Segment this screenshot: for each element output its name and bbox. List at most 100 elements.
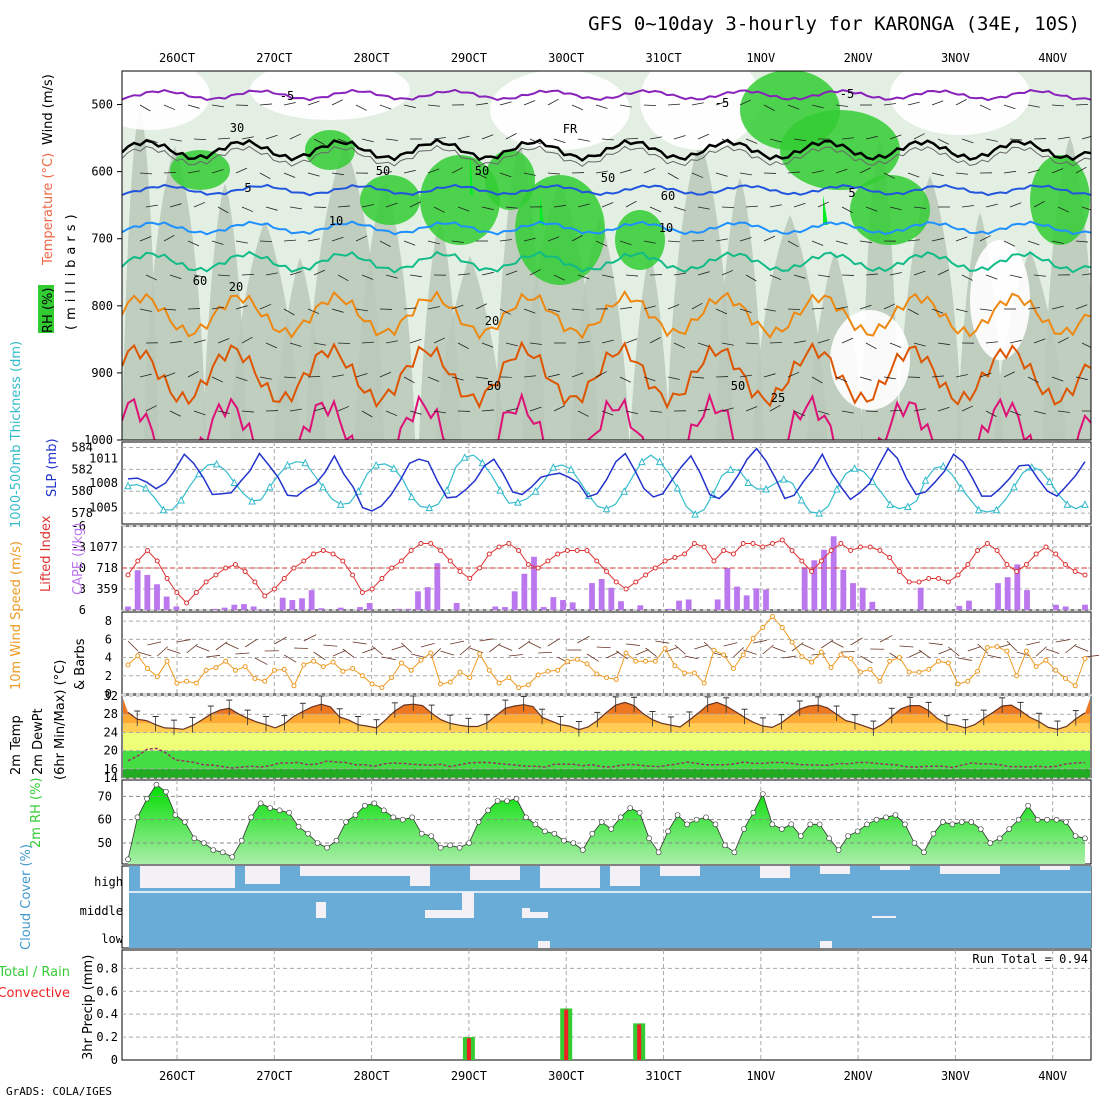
lifted-index-point: [740, 541, 746, 546]
precip-convective-label: Convective: [0, 986, 70, 1001]
wind10-barb: [411, 653, 425, 658]
thickness-point: [620, 487, 629, 495]
thickness-point: [744, 478, 753, 486]
slp-tick: 1005: [89, 501, 118, 515]
wind10-barb: [635, 649, 649, 656]
wind10-barb: [762, 644, 774, 655]
wind-barb: [1009, 138, 1022, 141]
rh2m-point: [807, 821, 814, 828]
wind-barb: [475, 303, 487, 310]
cloud-high-fill: [760, 866, 790, 878]
wind-barb: [1027, 376, 1039, 383]
wind-barb: [331, 99, 343, 106]
wind10-barb: [420, 642, 435, 648]
cloud-panel: [121, 865, 1092, 949]
top-date-tick: 28OCT: [354, 51, 390, 65]
temp-contour-20: [122, 289, 1091, 341]
wind-barb: [787, 371, 800, 378]
wind-barb: [457, 206, 470, 212]
cloud-high-fill: [880, 866, 910, 870]
wind-barb: [937, 406, 950, 412]
wind-barb: [259, 376, 272, 380]
wind10-barb: [694, 644, 708, 650]
wind10-point: [779, 624, 785, 630]
thickness-point: [372, 460, 380, 469]
wind-barb: [523, 375, 536, 378]
wind-barb: [409, 274, 422, 278]
cape-bar: [850, 583, 856, 610]
rh2m-tick: 70: [98, 789, 112, 803]
thickness-point: [762, 484, 770, 493]
wind-barb: [601, 202, 614, 208]
wind-barb: [859, 240, 872, 244]
wind10-point: [613, 676, 619, 682]
wind-barb: [427, 376, 440, 382]
thickness-point: [957, 483, 965, 492]
lifted-index-point: [975, 548, 981, 553]
lifted-index-point: [984, 541, 990, 546]
temp-contour-15: [122, 250, 1091, 274]
wind10-point: [213, 665, 219, 671]
rh2m-point: [551, 830, 558, 837]
wind10-point: [672, 663, 678, 669]
wind-barb: [691, 302, 703, 310]
wind-barb: [241, 410, 254, 413]
lifted-index-point: [672, 555, 678, 560]
wind10-point: [1023, 648, 1029, 654]
wind-barb: [1009, 202, 1022, 208]
thickness-point: [779, 475, 788, 483]
lifted-index-point: [643, 572, 649, 578]
wind10-tick: 0: [105, 687, 112, 701]
thickness-point: [850, 464, 859, 472]
minmax-label: (6hr Min/Max) (°C): [53, 660, 68, 780]
wind10-point: [418, 657, 424, 663]
wind-barb: [265, 342, 278, 349]
wind-barb: [859, 167, 871, 174]
wind10-point: [506, 675, 512, 681]
cape-bar: [134, 570, 141, 610]
wind-barb: [289, 342, 302, 347]
cape-bar: [743, 595, 750, 610]
wind-barb: [739, 237, 752, 242]
lifted-index-point: [164, 576, 170, 581]
rh2m-point: [447, 842, 453, 849]
wind-barb: [145, 138, 158, 143]
wind-barb: [787, 308, 801, 311]
wind-barb: [883, 376, 896, 380]
bottom-date-tick: 2NOV: [844, 1069, 873, 1083]
wind-barb: [961, 405, 974, 412]
lifted-index-point: [760, 544, 766, 550]
rh2m-point: [636, 809, 643, 816]
wind10-point: [145, 665, 151, 671]
thickness-point: [460, 453, 469, 461]
cloud-high-fill: [300, 866, 410, 876]
rh2m-point: [172, 812, 179, 818]
wind-barb: [361, 341, 374, 344]
contour-label: 50: [376, 164, 390, 178]
wind10-point: [125, 662, 131, 668]
wind-barb: [241, 273, 255, 276]
wind10-point: [320, 664, 326, 670]
wind-barb: [361, 138, 374, 143]
temp-contour-30: [122, 391, 1091, 440]
contour-label: 10: [329, 214, 343, 228]
thickness-point: [407, 492, 416, 501]
wind-barb: [1051, 240, 1064, 244]
lifted-index-point: [447, 558, 453, 564]
dewpt2m-line: [127, 747, 1086, 769]
wind-barb: [817, 201, 830, 208]
cape-bar: [231, 604, 238, 610]
wind-barb: [331, 308, 344, 313]
wind-barb: [307, 375, 321, 378]
thickness-point: [815, 508, 823, 517]
slp-tick: 1008: [89, 476, 118, 490]
wind10-barb: [830, 640, 844, 648]
lifted-index-point: [799, 558, 805, 564]
wind-barb: [529, 342, 542, 345]
bottom-date-tick: 27OCT: [256, 1069, 292, 1083]
wind10-point: [682, 670, 688, 676]
wind-barb: [985, 410, 997, 417]
wind-barb: [715, 100, 728, 106]
precip-convective-bar: [564, 1009, 569, 1060]
cape-bar: [550, 597, 557, 610]
